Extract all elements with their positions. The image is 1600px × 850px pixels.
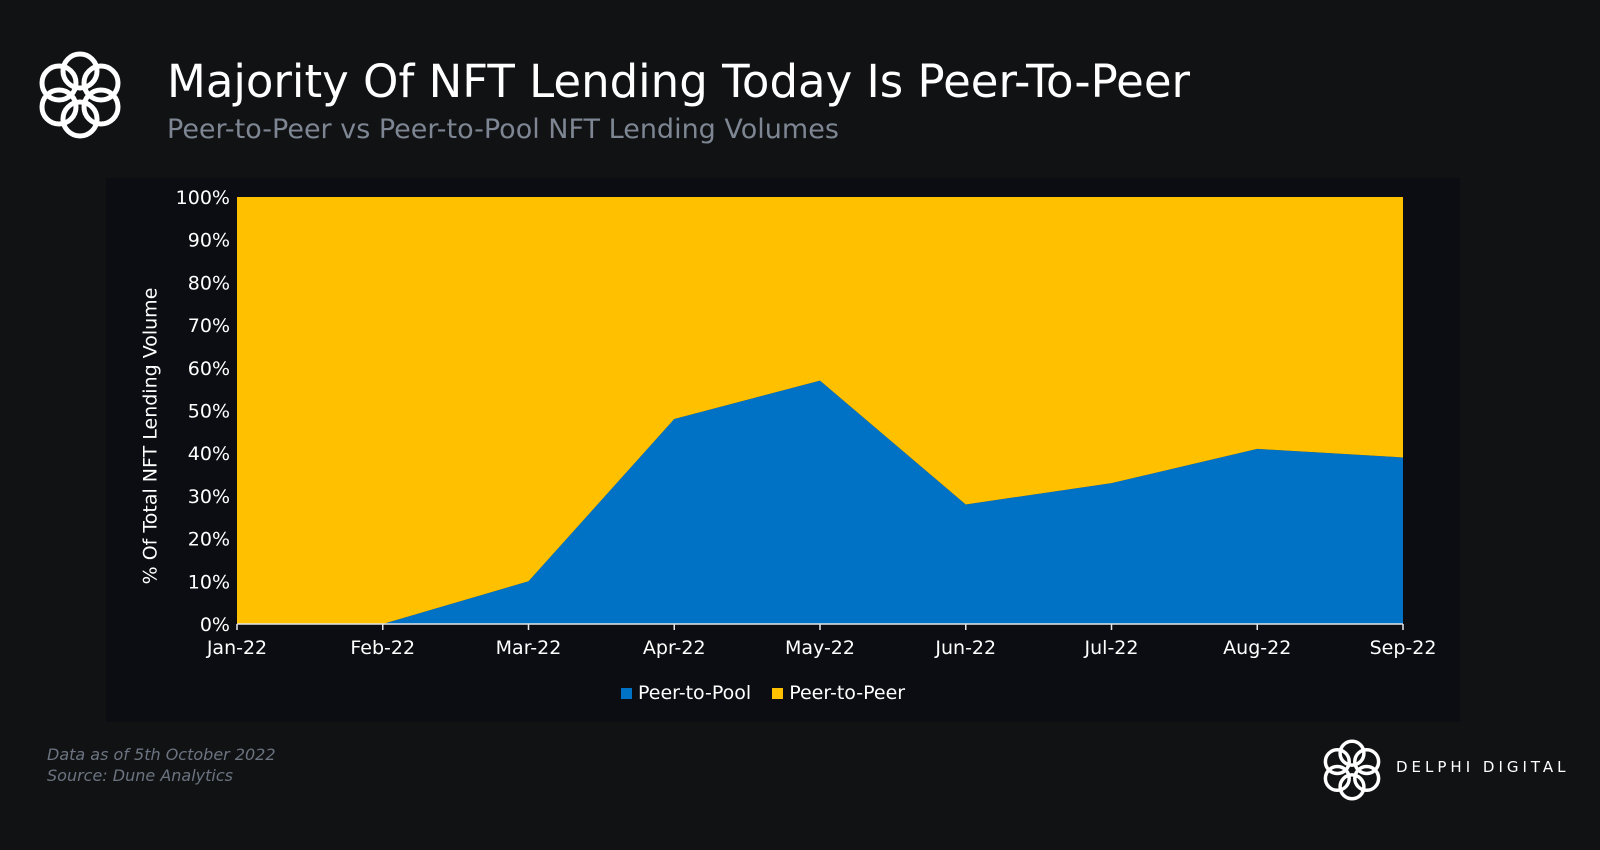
chart-legend: Peer-to-Pool Peer-to-Peer xyxy=(621,681,905,705)
y-tick-label: 30% xyxy=(188,486,230,508)
chart-title: Majority Of NFT Lending Today Is Peer-To… xyxy=(167,55,1191,108)
chart-subtitle: Peer-to-Peer vs Peer-to-Pool NFT Lending… xyxy=(167,114,839,145)
y-tick-label: 100% xyxy=(176,187,230,209)
area-peer-to-peer xyxy=(237,197,1403,624)
ticks-layer: Jan-22 Feb-22 Mar-22 Apr-22 May-22 Jun-22 Jul-… xyxy=(176,187,1437,659)
y-tick-label: 10% xyxy=(188,571,230,593)
brand-name: DELPHI DIGITAL xyxy=(1396,758,1570,776)
area-chart: Jan-22 Feb-22 Mar-22 Apr-22 May-22 Jun-22 Jul-… xyxy=(140,187,1437,659)
x-tick-label: Feb-22 xyxy=(350,637,415,659)
x-tick-label: Aug-22 xyxy=(1223,637,1291,659)
x-tick-label: Sep-22 xyxy=(1370,637,1437,659)
y-tick-label: 20% xyxy=(188,529,230,551)
y-tick-label: 70% xyxy=(188,315,230,337)
y-tick-label: 0% xyxy=(200,614,230,636)
brand-logo-icon xyxy=(1323,739,1381,801)
footnote-date: Data as of 5th October 2022 xyxy=(47,745,276,764)
y-axis-title: % Of Total NFT Lending Volume xyxy=(140,288,162,585)
x-tick-label: Mar-22 xyxy=(496,637,562,659)
y-tick-label: 80% xyxy=(188,272,230,294)
area-peer-to-pool xyxy=(237,380,1403,624)
chart-panel: Jan-22 Feb-22 Mar-22 Apr-22 May-22 Jun-22 Jul-… xyxy=(106,178,1460,722)
source-footnote: Data as of 5th October 2022 Source: Dune… xyxy=(47,744,276,786)
x-tick-label: Jul-22 xyxy=(1084,637,1139,659)
legend-item-peer-to-peer: Peer-to-Peer xyxy=(772,681,905,705)
y-tick-label: 40% xyxy=(188,443,230,465)
x-tick-label: Jun-22 xyxy=(934,637,996,659)
y-tick-label: 50% xyxy=(188,401,230,423)
y-tick-label: 90% xyxy=(188,230,230,252)
x-tick-label: Apr-22 xyxy=(643,637,706,659)
x-tick-label: Jan-22 xyxy=(206,637,267,659)
legend-swatch-peer-to-pool xyxy=(621,687,632,699)
legend-swatch-peer-to-peer xyxy=(772,687,784,699)
y-tick-label: 60% xyxy=(188,358,230,380)
delphi-knot-icon xyxy=(39,51,121,139)
areas-layer xyxy=(237,197,1403,624)
legend-label-peer-to-pool: Peer-to-Pool xyxy=(638,682,752,704)
legend-label-peer-to-peer: Peer-to-Peer xyxy=(789,682,906,704)
x-tick-label: May-22 xyxy=(785,637,855,659)
legend-item-peer-to-pool: Peer-to-Pool xyxy=(621,681,751,705)
footnote-source: Source: Dune Analytics xyxy=(47,766,233,785)
